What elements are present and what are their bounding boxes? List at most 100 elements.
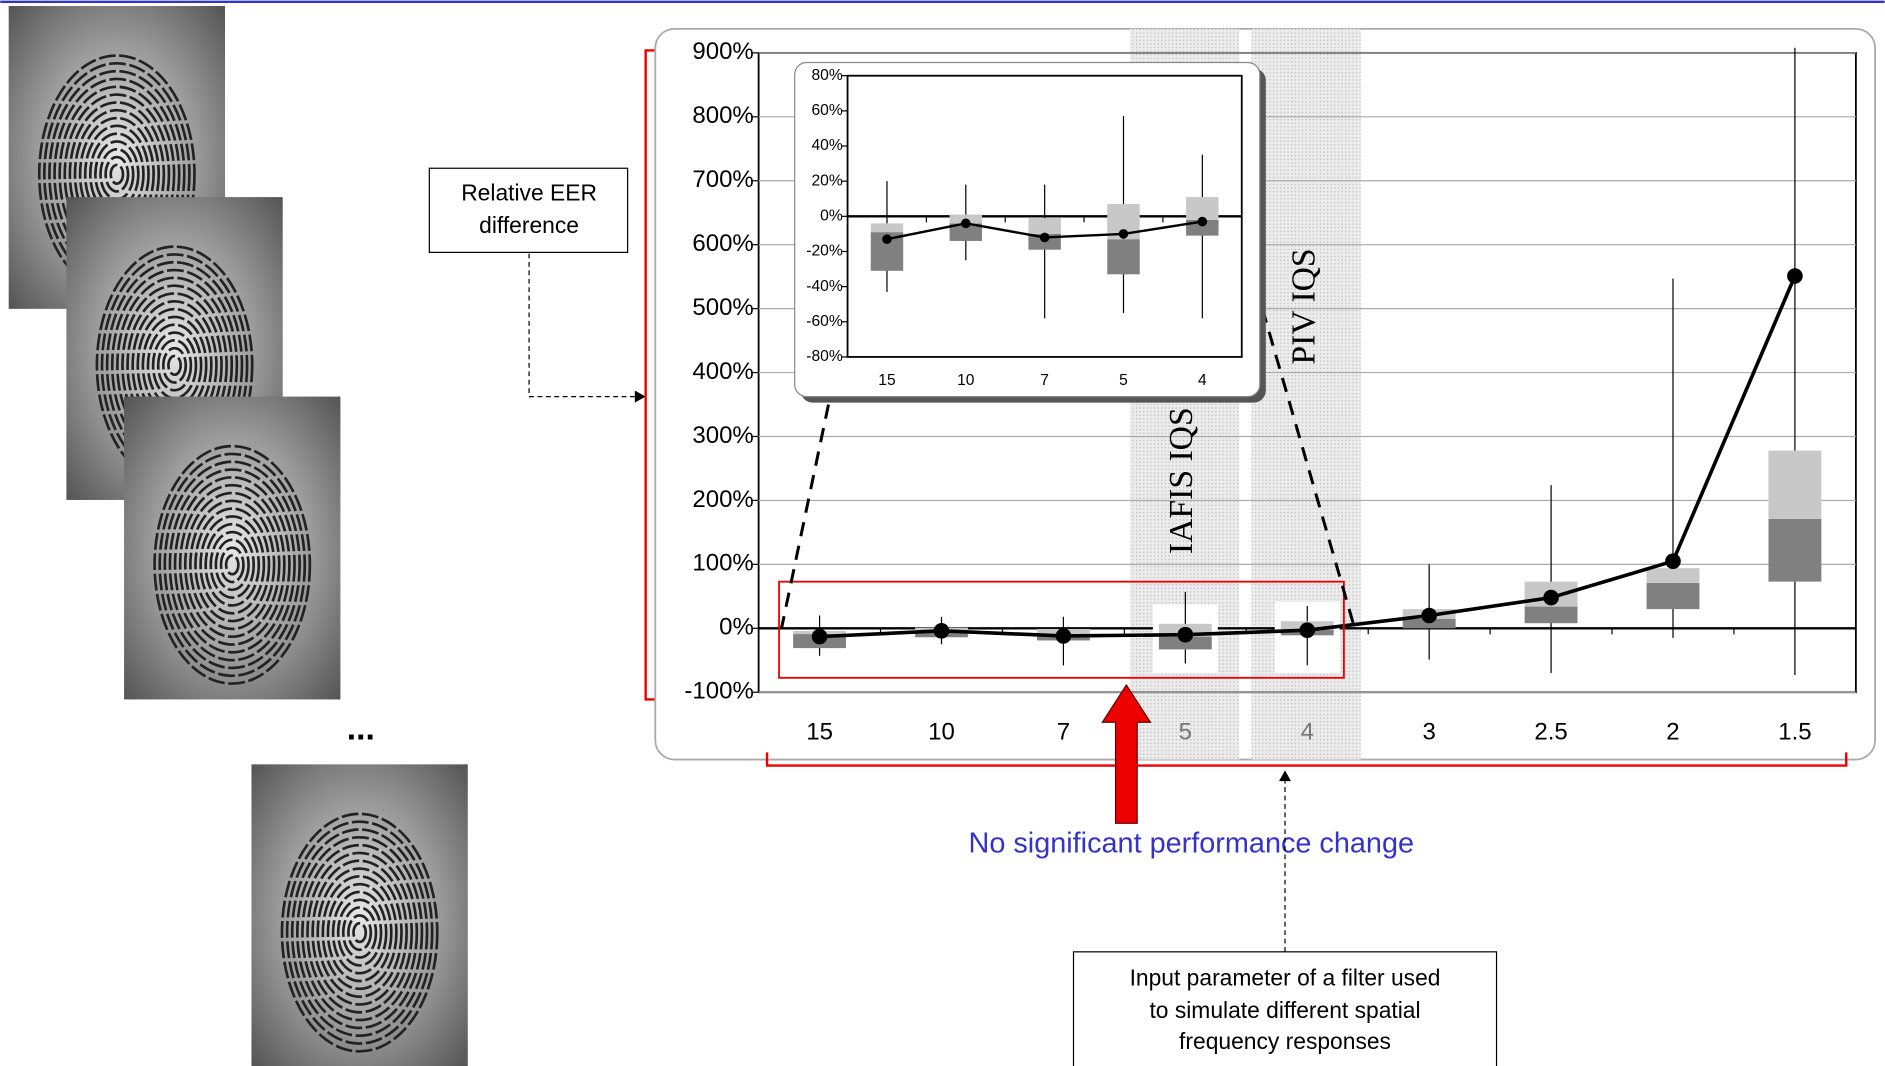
note: No significant performance change (969, 827, 1415, 859)
ridge (183, 491, 281, 639)
x-tick-label: 15 (806, 718, 833, 745)
y-tick-label: 100% (692, 550, 753, 577)
ridge (336, 898, 383, 967)
ridge (161, 346, 188, 384)
ridge (224, 554, 240, 576)
box-lower (1107, 239, 1140, 275)
callout-arrow (528, 253, 638, 398)
box-lower (1158, 636, 1212, 650)
callout-box (428, 167, 629, 253)
x-callout-text: to simulate different spatial (1149, 997, 1420, 1023)
y-tick-label: -60% (806, 313, 843, 330)
ridge (301, 843, 419, 1022)
mean-dot (1055, 628, 1072, 644)
box-lower (1646, 582, 1700, 610)
x-tick-label: 5 (1119, 372, 1128, 389)
x-callout-text: Input parameter of a filter used (1130, 965, 1441, 991)
mean-dot (1665, 553, 1681, 569)
mean-dot (1039, 232, 1050, 243)
x-tick-label: 7 (1057, 718, 1070, 745)
y-tick-label: 600% (692, 230, 753, 257)
box-upper (1028, 218, 1061, 234)
y-tick-label: -40% (806, 278, 843, 295)
mean-dot (1421, 607, 1437, 624)
inset-chart: -80% -60% -40% -20% 0% 20% 40% 60% 80% 15 10 7 5 4 (806, 67, 1243, 389)
callout-text: Relative EER (461, 180, 597, 206)
box-lower (1768, 518, 1822, 582)
y-tick-label: 20% (812, 172, 843, 189)
ridge (104, 155, 130, 193)
mean-dot (1543, 589, 1559, 606)
y-tick-label: 500% (692, 294, 753, 321)
x-tick-label: 2.5 (1534, 718, 1567, 745)
x-tick-label: 10 (957, 372, 975, 389)
ridge (326, 882, 393, 983)
box-upper (870, 223, 904, 233)
ridge (219, 546, 245, 584)
ridge (311, 859, 408, 1006)
ridge (214, 538, 250, 592)
x-tick-label: 15 (878, 372, 896, 389)
ridge (158, 452, 307, 678)
ridge (209, 530, 256, 599)
x-tick-label: 2 (1666, 718, 1679, 745)
y-tick-label: 400% (692, 358, 753, 385)
arrowhead (1279, 770, 1292, 782)
mean-dot (1197, 216, 1208, 227)
mean-dot (1118, 229, 1129, 239)
x-tick-label: 3 (1422, 718, 1435, 745)
box-lower (1402, 618, 1456, 629)
ridge (189, 499, 276, 631)
ridge (316, 867, 403, 998)
y-tick-label: 200% (692, 486, 753, 513)
mean-dot (882, 234, 892, 244)
red-arrow (1101, 683, 1152, 824)
mean-dot (1787, 268, 1803, 284)
y-tick-label: 40% (812, 137, 843, 154)
ridge (285, 820, 434, 1045)
ridge (153, 444, 312, 685)
ridge (321, 875, 398, 991)
callout-text: difference (479, 212, 579, 238)
box-lower (1524, 606, 1578, 624)
fingerprints (8, 6, 468, 1066)
y-tick-label: -20% (806, 243, 843, 260)
mean-dot (1299, 622, 1316, 639)
ridge (109, 163, 125, 185)
ridge (347, 914, 373, 952)
x-tick-label: 4 (1301, 718, 1314, 745)
ridge (341, 906, 378, 959)
x-callout-text: frequency responses (1179, 1028, 1391, 1054)
y-tick-label: 60% (812, 102, 843, 119)
ridge (194, 507, 271, 623)
x-tick-label: 1.5 (1778, 718, 1811, 745)
box-upper (1768, 450, 1822, 519)
ellipsis: ... (347, 711, 375, 748)
y-bracket (644, 49, 656, 701)
ridge (199, 515, 266, 615)
x-tick-label: 4 (1198, 372, 1207, 389)
y-tick-label: 700% (692, 166, 753, 193)
ridge (173, 476, 291, 654)
highlight-box (778, 580, 1345, 679)
ridge (295, 835, 424, 1030)
iafis-label: IAFIS IQS (1163, 407, 1200, 554)
x-tick-label: 10 (928, 718, 955, 745)
ridge (167, 354, 182, 377)
y-tick-label: -80% (806, 348, 843, 365)
y-tick-label: 800% (692, 102, 753, 129)
mean-dot (1177, 626, 1194, 643)
ridge (331, 890, 388, 975)
x-tick-label: 7 (1040, 372, 1049, 389)
y-tick-label: -100% (684, 678, 753, 705)
ridge (163, 460, 301, 670)
ridge (352, 921, 368, 944)
box-upper (1646, 568, 1700, 583)
ridge (204, 522, 261, 607)
piv-label: PIV IQS (1285, 248, 1322, 364)
x-bracket (765, 752, 1848, 767)
arrowhead (634, 390, 646, 403)
x-callout-box (1072, 951, 1498, 1066)
